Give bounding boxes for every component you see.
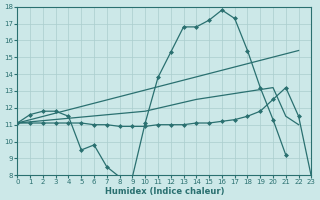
X-axis label: Humidex (Indice chaleur): Humidex (Indice chaleur) [105, 187, 224, 196]
